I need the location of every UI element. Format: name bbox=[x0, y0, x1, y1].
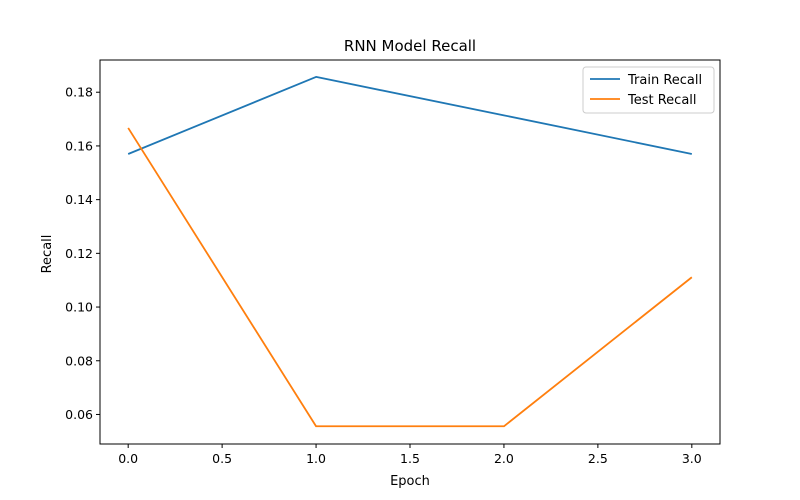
x-tick-label: 0.5 bbox=[212, 451, 232, 466]
x-axis-label: Epoch bbox=[390, 474, 430, 489]
chart-title: RNN Model Recall bbox=[344, 37, 476, 55]
series-line-test-recall bbox=[127, 127, 693, 428]
y-axis-label: Recall bbox=[40, 235, 55, 274]
y-tick-label: 0.10 bbox=[65, 300, 93, 315]
plot-frame bbox=[99, 59, 721, 445]
legend-label-test-recall: Test Recall bbox=[627, 93, 697, 108]
x-tick-label: 2.5 bbox=[588, 451, 608, 466]
series-line-train-recall bbox=[127, 76, 693, 155]
x-tick-label: 0.0 bbox=[118, 451, 138, 466]
x-tick-label: 2.0 bbox=[494, 451, 514, 466]
series-layer bbox=[127, 76, 693, 428]
legend: Train Recall Test Recall bbox=[582, 66, 715, 114]
y-tick-label: 0.14 bbox=[65, 192, 93, 207]
y-tick-label: 0.06 bbox=[65, 407, 93, 422]
x-tick-label: 1.0 bbox=[306, 451, 326, 466]
plot-area: 0.0 0.5 1.0 1.5 2.0 2.5 3.0 0.060.080.100.120.… bbox=[65, 59, 721, 466]
x-axis-ticks: 0.0 0.5 1.0 1.5 2.0 2.5 3.0 bbox=[118, 444, 702, 466]
y-axis-ticks: 0.06 0.08 0.10 0.12 0.14 0.16 0.18 bbox=[65, 85, 100, 422]
x-tick-label: 1.5 bbox=[400, 451, 420, 466]
y-tick-label: 0.12 bbox=[65, 246, 93, 261]
legend-label-train-recall: Train Recall bbox=[627, 73, 702, 88]
x-tick-label: 3.0 bbox=[682, 451, 702, 466]
y-tick-label: 0.08 bbox=[65, 353, 93, 368]
y-tick-label: 0.16 bbox=[65, 138, 93, 153]
y-tick-label: 0.18 bbox=[65, 85, 93, 100]
